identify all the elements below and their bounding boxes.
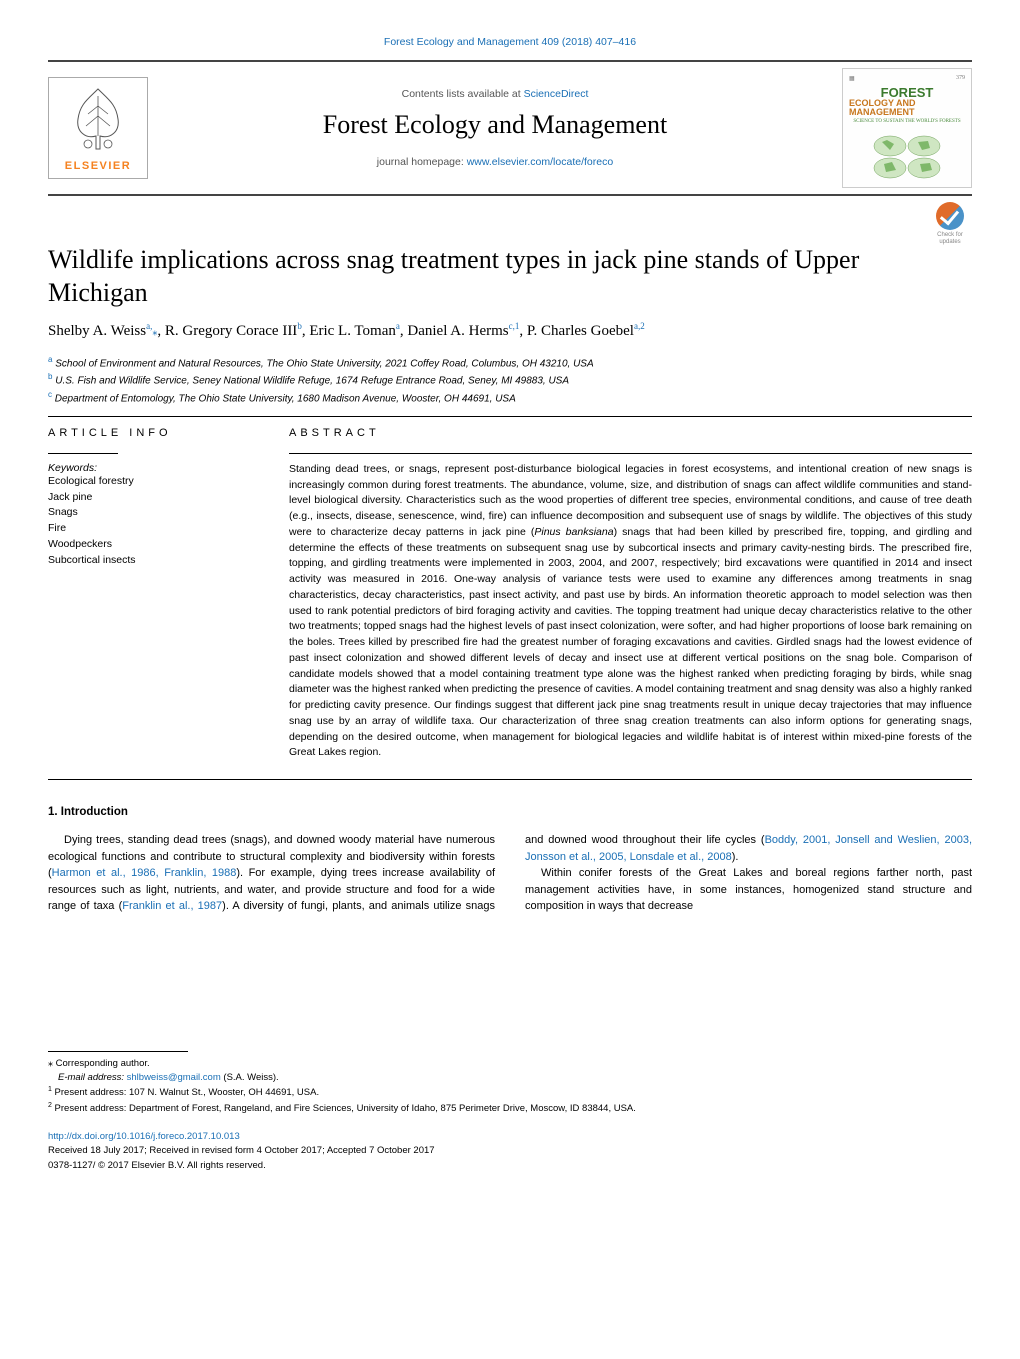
crossmark-icon bbox=[936, 202, 964, 230]
keyword: Jack pine bbox=[48, 490, 253, 506]
affiliation-line: c Department of Entomology, The Ohio Sta… bbox=[48, 389, 972, 406]
homepage-line: journal homepage: www.elsevier.com/locat… bbox=[156, 156, 834, 168]
present-address-2: 2 Present address: Department of Forest,… bbox=[48, 1101, 972, 1116]
keywords-list: Ecological forestryJack pineSnagsFireWoo… bbox=[48, 474, 253, 569]
masthead: ELSEVIER Contents lists available at Sci… bbox=[48, 60, 972, 196]
elsevier-wordmark: ELSEVIER bbox=[65, 160, 131, 172]
running-header: Forest Ecology and Management 409 (2018)… bbox=[48, 0, 972, 60]
divider bbox=[48, 453, 118, 454]
abstract-heading: ABSTRACT bbox=[289, 427, 972, 439]
received-line: Received 18 July 2017; Received in revis… bbox=[48, 1145, 435, 1156]
article-title: Wildlife implications across snag treatm… bbox=[48, 244, 972, 309]
cover-tagline: SCIENCE TO SUSTAIN THE WORLD'S FORESTS bbox=[853, 119, 960, 124]
keyword: Fire bbox=[48, 521, 253, 537]
copyright-line: 0378-1127/ © 2017 Elsevier B.V. All righ… bbox=[48, 1160, 266, 1171]
journal-title: Forest Ecology and Management bbox=[156, 110, 834, 140]
article-info-column: ARTICLE INFO Keywords: Ecological forest… bbox=[48, 427, 253, 761]
crossmark-badge[interactable]: Check forupdates bbox=[928, 202, 972, 246]
elsevier-logo-block: ELSEVIER bbox=[48, 77, 148, 179]
contents-line: Contents lists available at ScienceDirec… bbox=[156, 88, 834, 100]
keyword: Subcortical insects bbox=[48, 553, 253, 569]
doi-link[interactable]: http://dx.doi.org/10.1016/j.foreco.2017.… bbox=[48, 1131, 240, 1142]
email-footnote: E-mail address: shlbweiss@gmail.com (S.A… bbox=[48, 1071, 972, 1085]
body-text: Dying trees, standing dead trees (snags)… bbox=[48, 832, 972, 915]
homepage-prefix: journal homepage: bbox=[377, 156, 467, 168]
affiliation-line: b U.S. Fish and Wildlife Service, Seney … bbox=[48, 371, 972, 388]
keyword: Snags bbox=[48, 505, 253, 521]
contents-prefix: Contents lists available at bbox=[402, 88, 524, 100]
globe-icon bbox=[872, 132, 942, 182]
crossmark-label: Check forupdates bbox=[937, 232, 963, 245]
journal-cover: ▦ 379 FOREST ECOLOGY AND MANAGEMENT SCIE… bbox=[842, 68, 972, 188]
affiliations: a School of Environment and Natural Reso… bbox=[48, 354, 972, 406]
citation-link[interactable]: Forest Ecology and Management 409 (2018)… bbox=[384, 36, 636, 48]
affiliation-line: a School of Environment and Natural Reso… bbox=[48, 354, 972, 371]
introduction-section: 1. Introduction Dying trees, standing de… bbox=[48, 806, 972, 915]
cover-mark-icon: ▦ bbox=[849, 75, 855, 82]
section-heading: 1. Introduction bbox=[48, 806, 972, 818]
keywords-label: Keywords: bbox=[48, 462, 253, 474]
homepage-link[interactable]: www.elsevier.com/locate/foreco bbox=[467, 156, 613, 168]
doi-block: http://dx.doi.org/10.1016/j.foreco.2017.… bbox=[48, 1130, 972, 1173]
divider bbox=[48, 779, 972, 780]
info-abstract-row: ARTICLE INFO Keywords: Ecological forest… bbox=[48, 427, 972, 761]
article-info-heading: ARTICLE INFO bbox=[48, 427, 253, 439]
sciencedirect-link[interactable]: ScienceDirect bbox=[524, 88, 589, 100]
email-link[interactable]: shlbweiss@gmail.com bbox=[127, 1072, 221, 1083]
corresponding-footnote: ⁎ Corresponding author. bbox=[48, 1056, 972, 1071]
cover-issue: 379 bbox=[956, 75, 965, 82]
cover-subtitle: ECOLOGY AND MANAGEMENT bbox=[849, 99, 965, 117]
masthead-center: Contents lists available at ScienceDirec… bbox=[148, 84, 842, 172]
divider bbox=[289, 453, 972, 454]
keyword: Woodpeckers bbox=[48, 537, 253, 553]
footnote-rule bbox=[48, 1051, 188, 1052]
abstract-column: ABSTRACT Standing dead trees, or snags, … bbox=[289, 427, 972, 761]
abstract-text: Standing dead trees, or snags, represent… bbox=[289, 462, 972, 761]
author-list: Shelby A. Weissa,⁎, R. Gregory Corace II… bbox=[48, 321, 972, 340]
elsevier-tree-icon bbox=[68, 84, 128, 154]
footnotes: ⁎ Corresponding author. E-mail address: … bbox=[48, 1045, 972, 1116]
keyword: Ecological forestry bbox=[48, 474, 253, 490]
divider bbox=[48, 416, 972, 417]
present-address-1: 1 Present address: 107 N. Walnut St., Wo… bbox=[48, 1085, 972, 1100]
